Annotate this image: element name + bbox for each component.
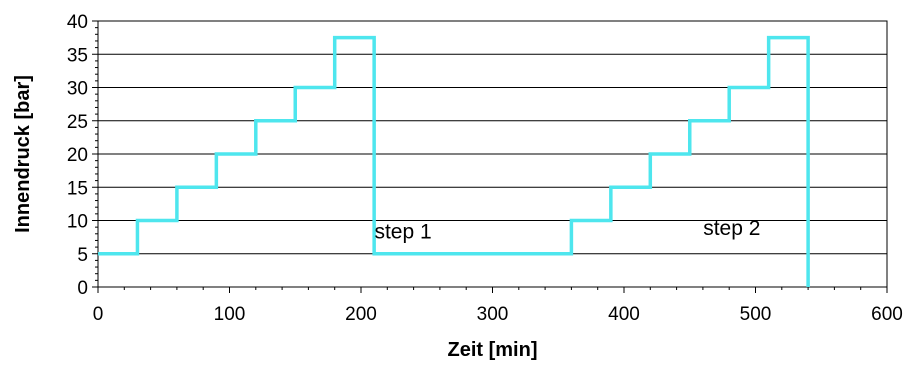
y-tick-label: 30: [67, 79, 88, 100]
x-tick-label: 200: [345, 304, 377, 325]
y-tick-label: 35: [67, 45, 88, 66]
annotations: step 1 step 2: [374, 217, 760, 243]
series-line: [98, 35, 810, 287]
y-tick-label: 40: [67, 12, 88, 33]
y-tick-label: 25: [67, 112, 88, 133]
y-tick-label: 20: [67, 145, 88, 166]
y-tick-label: 0: [77, 278, 88, 299]
x-tick-label: 100: [214, 304, 246, 325]
annotation-label: step 2: [703, 217, 760, 240]
annotation-label: step 1: [374, 220, 431, 243]
y-axis-title: Innendruck [bar]: [12, 75, 34, 233]
x-tick-label: 300: [477, 304, 509, 325]
x-tick-label: 400: [608, 304, 640, 325]
y-tick-label: 10: [67, 212, 88, 233]
x-tick-label: 500: [740, 304, 772, 325]
y-tick-label: 5: [77, 245, 88, 266]
x-tick-label: 600: [871, 304, 903, 325]
axis-ticks: [92, 20, 888, 293]
x-tick-label: 0: [93, 304, 104, 325]
y-tick-label: 15: [67, 178, 88, 199]
x-axis-title: Zeit [min]: [448, 339, 538, 361]
x-tick-labels: 0 100 200 300 400 500 600: [93, 304, 903, 325]
y-tick-labels: 0 5 10 15 20 25 30 35 40: [67, 12, 88, 299]
